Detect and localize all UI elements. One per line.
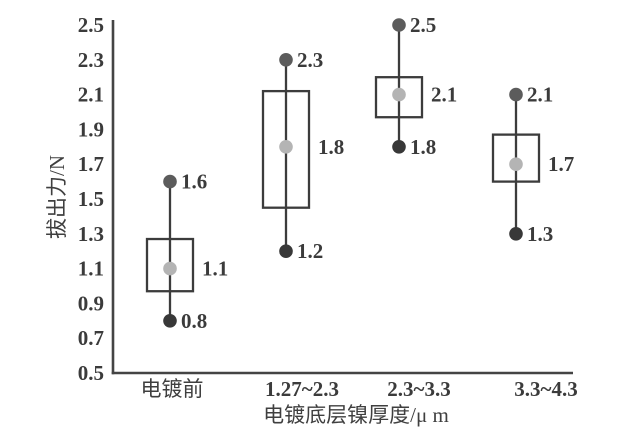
x-tick-label: 3.3~4.3 (514, 377, 577, 401)
min-value-label: 0.8 (181, 309, 207, 333)
box (374, 76, 424, 119)
max-value-label: 1.6 (181, 170, 207, 194)
min-value-label: 1.2 (297, 239, 323, 263)
mean-value-label: 1.7 (548, 152, 574, 176)
y-tick-label: 2.5 (78, 13, 104, 37)
max-dot (163, 174, 177, 189)
max-value-label: 2.3 (297, 48, 323, 72)
max-dot (392, 18, 406, 32)
mean-dot (279, 140, 293, 154)
min-value-label: 1.3 (527, 222, 553, 246)
min-dot (163, 314, 177, 328)
min-dot (279, 244, 293, 258)
y-tick-label: 1.3 (78, 222, 104, 246)
max-dot (509, 87, 523, 102)
x-tick-label: 电镀前 (141, 377, 204, 401)
y-tick-label: 1.5 (78, 187, 104, 211)
y-tick-label: 2.3 (78, 48, 104, 72)
mean-value-label: 1.1 (202, 257, 228, 281)
mean-dot (509, 157, 523, 171)
y-tick-label: 1.9 (78, 117, 104, 141)
max-value-label: 2.1 (527, 83, 553, 107)
mean-value-label: 2.1 (431, 83, 457, 107)
x-tick-label: 2.3~3.3 (387, 377, 450, 401)
box (261, 89, 311, 209)
mean-value-label: 1.8 (318, 135, 344, 159)
y-tick-label: 2.1 (78, 83, 104, 107)
box (491, 133, 541, 183)
y-tick-label: 0.5 (78, 361, 104, 385)
min-value-label: 1.8 (410, 135, 436, 159)
min-dot (392, 140, 406, 154)
y-tick-label: 1.7 (78, 152, 104, 176)
mean-dot (163, 261, 177, 276)
y-axis-title: 拔出力/N (45, 155, 69, 239)
y-tick-label: 0.9 (78, 291, 104, 315)
max-dot (279, 53, 293, 67)
min-dot (509, 227, 523, 241)
x-tick-label: 1.27~2.3 (265, 377, 339, 401)
chart-layer: 2.5 2.3 2.1 1.9 1.7 1.5 1.3 1.1 0.9 0.7 0.5 1.6 0.8 1… (78, 13, 578, 401)
max-value-label: 2.5 (410, 13, 436, 37)
box (145, 237, 195, 293)
mean-dot (392, 87, 406, 102)
y-tick-label: 0.7 (78, 326, 104, 350)
x-axis-title: 电镀底层镍厚度/μ m (263, 403, 449, 427)
y-tick-label: 1.1 (78, 257, 104, 281)
